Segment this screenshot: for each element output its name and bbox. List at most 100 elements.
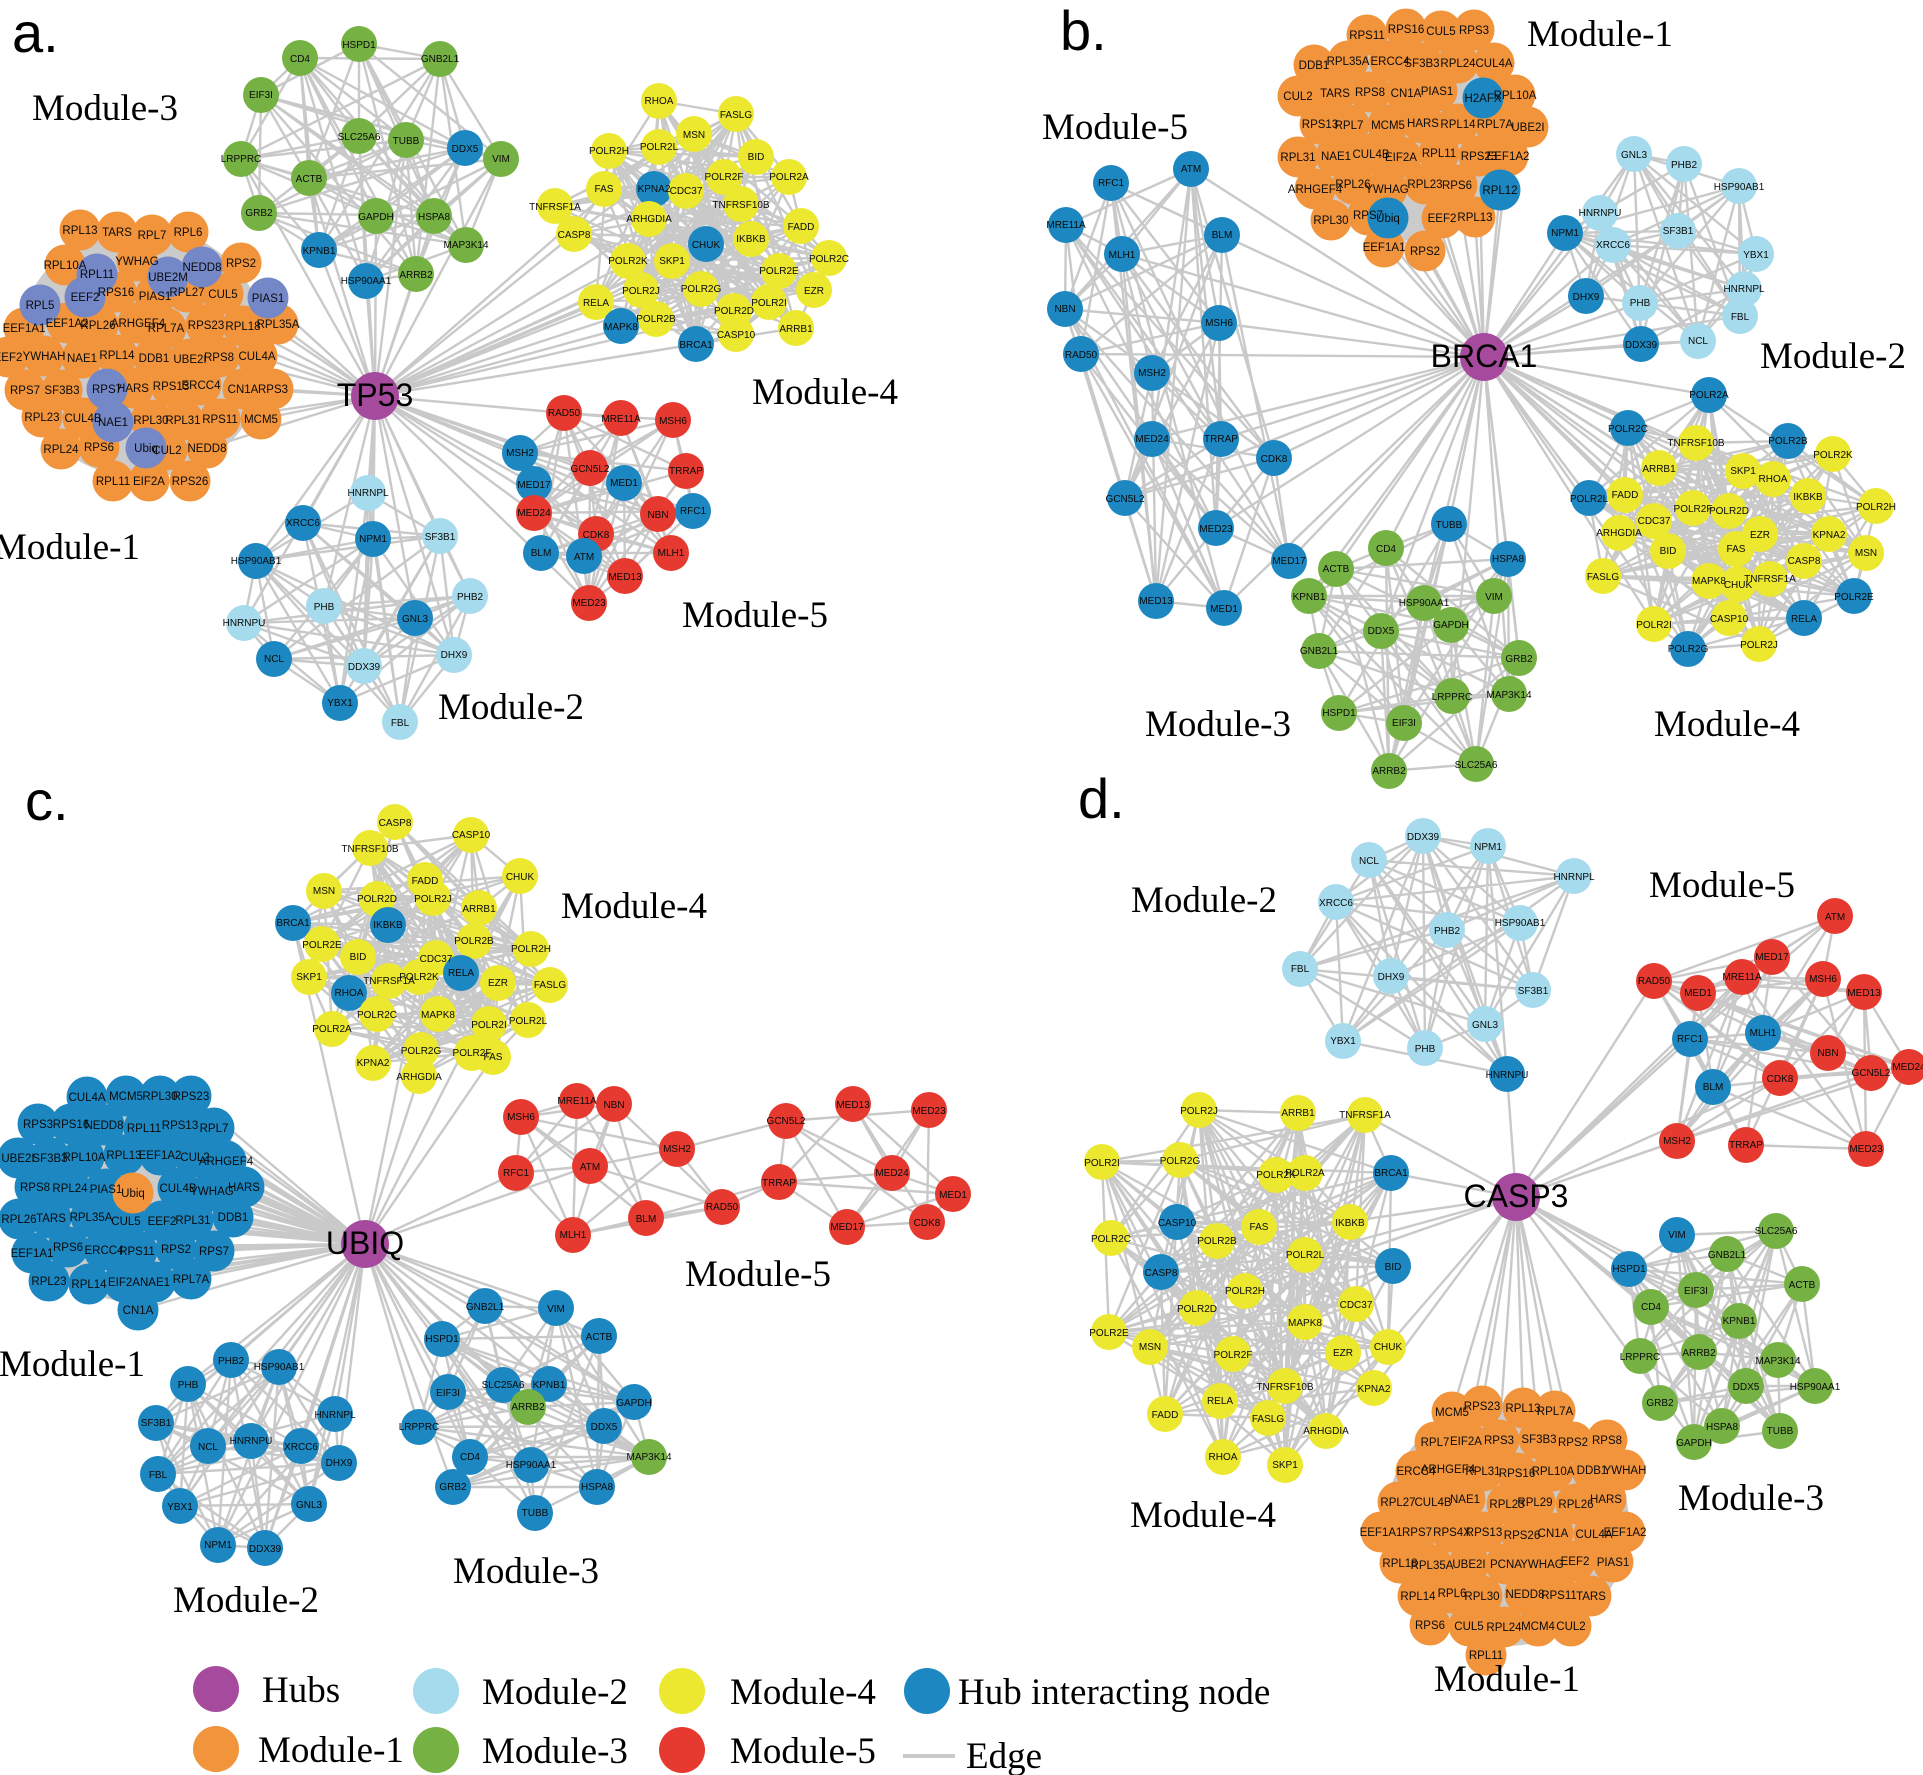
svg-text:RPS23: RPS23 [173,1091,209,1103]
svg-text:Hubs: Hubs [262,1670,340,1711]
svg-text:SLC25A6: SLC25A6 [1455,760,1498,771]
svg-text:MSN: MSN [683,130,705,141]
svg-text:MSH2: MSH2 [1663,1136,1691,1147]
svg-text:RPL5: RPL5 [26,300,55,312]
svg-text:CN1A: CN1A [228,384,259,396]
svg-text:EIF2A: EIF2A [133,476,165,488]
svg-text:NEDD8: NEDD8 [188,443,227,455]
svg-text:BID: BID [748,152,765,163]
svg-text:MCM5: MCM5 [244,414,278,426]
svg-text:RPS6: RPS6 [1415,1620,1445,1632]
svg-text:ATM: ATM [1825,912,1845,923]
svg-text:MSH2: MSH2 [1138,368,1166,379]
svg-text:RAD50: RAD50 [1065,350,1098,361]
svg-text:PHB: PHB [1415,1044,1436,1055]
svg-text:POLR2D: POLR2D [714,306,754,317]
svg-text:CUL4A: CUL4A [68,1092,105,1104]
svg-text:TARS: TARS [36,1213,66,1225]
svg-text:RPL6: RPL6 [174,227,203,239]
svg-text:HSPA8: HSPA8 [418,212,450,223]
svg-text:RAD50: RAD50 [706,1202,739,1213]
svg-text:POLR2F: POLR2F [1674,504,1713,515]
svg-text:SF3B3: SF3B3 [32,1153,67,1165]
svg-text:UBIQ: UBIQ [326,1225,404,1261]
svg-text:ARRB2: ARRB2 [1682,1348,1716,1359]
svg-text:KPNA2: KPNA2 [1813,530,1846,541]
svg-text:Edge: Edge [966,1736,1042,1775]
svg-text:DHX9: DHX9 [1378,972,1405,983]
svg-text:NAE1: NAE1 [1450,1494,1480,1506]
svg-text:MED24: MED24 [1135,434,1169,445]
svg-text:HSPA8: HSPA8 [581,1482,613,1493]
svg-text:FAS: FAS [484,1052,503,1063]
svg-text:RPS2: RPS2 [226,258,256,270]
svg-text:CDC37: CDC37 [1638,516,1671,527]
svg-text:GNB2L1: GNB2L1 [421,54,460,65]
svg-text:DDX5: DDX5 [1733,1382,1760,1393]
svg-text:POLR2F: POLR2F [1214,1350,1253,1361]
svg-text:CUL4A: CUL4A [238,351,275,363]
svg-text:CDC37: CDC37 [1340,1300,1373,1311]
svg-text:EEF1A2: EEF1A2 [46,318,89,330]
svg-text:UBE2I: UBE2I [1,1153,34,1165]
svg-text:EEF2: EEF2 [71,292,100,304]
svg-text:RPL7: RPL7 [138,230,167,242]
svg-text:RPS23: RPS23 [1461,151,1497,163]
svg-text:RPL31: RPL31 [1465,1466,1500,1478]
svg-text:BRCA1: BRCA1 [1374,1168,1408,1179]
svg-text:POLR2E: POLR2E [1834,592,1874,603]
svg-text:MAPK8: MAPK8 [1692,576,1726,587]
svg-text:NAE1: NAE1 [140,1277,170,1289]
svg-text:MRE11A: MRE11A [1046,220,1086,231]
svg-text:GRB2: GRB2 [245,208,273,219]
svg-text:EEF2: EEF2 [148,1216,177,1228]
svg-text:RPL7: RPL7 [200,1123,229,1135]
svg-text:EIF2A: EIF2A [1450,1436,1482,1448]
svg-text:RPS13: RPS13 [153,381,189,393]
svg-text:HARS: HARS [1590,1494,1622,1506]
svg-text:CUL4B: CUL4B [1414,1497,1451,1509]
svg-text:ARHGEF4: ARHGEF4 [1288,184,1343,196]
svg-text:NEDD8: NEDD8 [183,262,222,274]
svg-text:BLM: BLM [1703,1082,1724,1093]
svg-text:Module-2: Module-2 [438,687,584,728]
svg-text:SLC25A6: SLC25A6 [482,1380,525,1391]
svg-text:GCN5L2: GCN5L2 [571,464,610,475]
svg-text:PHB2: PHB2 [1671,160,1698,171]
svg-text:POLR2J: POLR2J [1180,1106,1218,1117]
svg-text:ARHGEF4: ARHGEF4 [111,318,166,330]
svg-text:MAP3K14: MAP3K14 [1486,690,1531,701]
svg-text:TARS: TARS [102,227,132,239]
svg-text:EEF1A2: EEF1A2 [1487,151,1530,163]
svg-text:SKP1: SKP1 [296,972,322,983]
svg-text:RPS3: RPS3 [23,1119,53,1131]
svg-text:MSH2: MSH2 [663,1144,691,1155]
svg-text:HNRNPU: HNRNPU [223,618,266,629]
svg-text:Module-2: Module-2 [482,1672,628,1713]
svg-text:RPL35A: RPL35A [257,319,300,331]
svg-text:POLR2I: POLR2I [751,298,787,309]
svg-text:POLR2D: POLR2D [357,894,397,905]
svg-text:RPL7A: RPL7A [148,323,185,335]
svg-text:NEDD8: NEDD8 [1506,1589,1545,1601]
svg-text:RPS7: RPS7 [92,384,122,396]
svg-text:CN1A: CN1A [123,1305,154,1317]
svg-text:POLR2K: POLR2K [1256,1170,1296,1181]
svg-text:Module-3: Module-3 [482,1731,628,1772]
svg-text:Module-1: Module-1 [0,527,140,568]
svg-text:IKBKB: IKBKB [736,234,766,245]
svg-text:HNRNPU: HNRNPU [1486,1070,1529,1081]
svg-text:CUL5: CUL5 [208,289,237,301]
svg-text:POLR2B: POLR2B [636,314,676,325]
svg-text:FASLG: FASLG [720,110,752,121]
svg-text:XRCC6: XRCC6 [1596,240,1630,251]
svg-text:MAPK8: MAPK8 [604,322,638,333]
svg-text:HSPA8: HSPA8 [1492,554,1524,565]
svg-text:MED24: MED24 [875,1168,909,1179]
svg-text:RPS11: RPS11 [1349,30,1385,42]
svg-text:Module-5: Module-5 [730,1731,876,1772]
svg-text:EIF3I: EIF3I [1392,718,1416,729]
svg-text:MED17: MED17 [1755,952,1789,963]
svg-text:YWHAG: YWHAG [1365,184,1409,196]
svg-text:POLR2A: POLR2A [1285,1168,1325,1179]
